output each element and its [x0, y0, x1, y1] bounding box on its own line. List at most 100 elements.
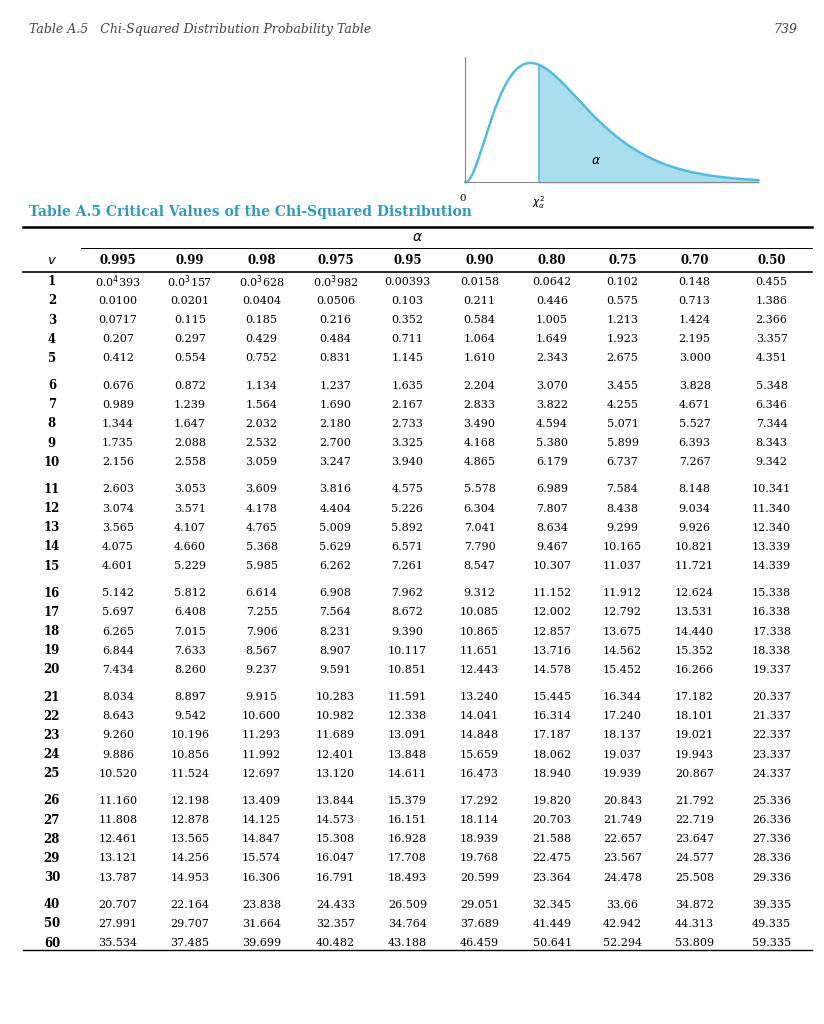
- Text: 9.299: 9.299: [606, 523, 639, 532]
- Text: 12: 12: [44, 502, 60, 515]
- Text: 32.357: 32.357: [316, 919, 355, 929]
- Text: 4.168: 4.168: [464, 438, 495, 449]
- Text: 49.335: 49.335: [752, 919, 791, 929]
- Text: 2.343: 2.343: [536, 353, 568, 364]
- Text: 14.440: 14.440: [675, 627, 714, 637]
- Text: 13.409: 13.409: [242, 796, 281, 806]
- Text: 23.337: 23.337: [752, 750, 791, 760]
- Text: 11.152: 11.152: [532, 589, 572, 598]
- Text: 1.923: 1.923: [606, 334, 639, 344]
- Text: 20.703: 20.703: [532, 815, 572, 825]
- Text: 16.473: 16.473: [460, 769, 499, 779]
- Text: 27.336: 27.336: [752, 835, 791, 844]
- Text: 2.195: 2.195: [679, 334, 710, 344]
- Text: 18.493: 18.493: [388, 872, 427, 883]
- Text: 9.915: 9.915: [246, 692, 278, 702]
- Text: 10.856: 10.856: [171, 750, 209, 760]
- Text: 12.338: 12.338: [388, 712, 427, 721]
- Text: 19: 19: [44, 644, 60, 657]
- Text: 7.255: 7.255: [246, 607, 278, 617]
- Text: 22: 22: [44, 710, 60, 723]
- Text: 9.260: 9.260: [102, 730, 133, 740]
- Text: 23: 23: [44, 729, 60, 742]
- Text: 2.167: 2.167: [391, 399, 424, 410]
- Text: 35.534: 35.534: [98, 938, 138, 948]
- Text: 50: 50: [44, 918, 60, 931]
- Text: 9.237: 9.237: [246, 665, 278, 675]
- Text: 8.634: 8.634: [536, 523, 568, 532]
- Text: 10.165: 10.165: [603, 542, 642, 552]
- Text: 13.716: 13.716: [532, 646, 572, 655]
- Text: 7.962: 7.962: [391, 589, 424, 598]
- Text: 19.037: 19.037: [603, 750, 642, 760]
- Text: 32.345: 32.345: [532, 900, 572, 909]
- Text: 17.187: 17.187: [532, 730, 572, 740]
- Text: 2.088: 2.088: [174, 438, 206, 449]
- Text: 6.262: 6.262: [320, 561, 351, 571]
- Text: 9.591: 9.591: [320, 665, 351, 675]
- Text: 0.207: 0.207: [102, 334, 133, 344]
- Text: 10.196: 10.196: [171, 730, 209, 740]
- Text: 0.711: 0.711: [391, 334, 424, 344]
- Text: 7.807: 7.807: [536, 504, 568, 514]
- Text: 3.074: 3.074: [102, 504, 133, 514]
- Text: $\chi^2_\alpha$: $\chi^2_\alpha$: [532, 195, 545, 211]
- Text: 14.847: 14.847: [242, 835, 281, 844]
- Text: 6.989: 6.989: [536, 484, 568, 495]
- Text: 13.240: 13.240: [460, 692, 499, 702]
- Text: 0.98: 0.98: [247, 254, 276, 266]
- Text: 8.260: 8.260: [174, 665, 206, 675]
- Text: 0.352: 0.352: [391, 315, 424, 326]
- Text: 7.015: 7.015: [174, 627, 206, 637]
- Text: 1.735: 1.735: [102, 438, 133, 449]
- Text: 4.404: 4.404: [320, 504, 351, 514]
- Text: 14.611: 14.611: [388, 769, 427, 779]
- Text: 22.337: 22.337: [752, 730, 791, 740]
- Text: 4.075: 4.075: [102, 542, 133, 552]
- Text: 15.445: 15.445: [532, 692, 572, 702]
- Text: 16.151: 16.151: [388, 815, 427, 825]
- Text: 13.844: 13.844: [316, 796, 355, 806]
- Text: 16.338: 16.338: [752, 607, 791, 617]
- Text: 13.787: 13.787: [98, 872, 138, 883]
- Text: 0.75: 0.75: [608, 254, 637, 266]
- Text: 23.364: 23.364: [532, 872, 572, 883]
- Text: 16.306: 16.306: [242, 872, 281, 883]
- Text: 4.594: 4.594: [536, 419, 568, 429]
- Text: 23.567: 23.567: [603, 853, 642, 863]
- Text: 3.000: 3.000: [679, 353, 710, 364]
- Text: 2.700: 2.700: [320, 438, 351, 449]
- Text: 0.211: 0.211: [464, 296, 495, 306]
- Text: $\alpha$: $\alpha$: [591, 155, 601, 167]
- Text: 9.390: 9.390: [391, 627, 424, 637]
- Text: 1.134: 1.134: [246, 381, 278, 391]
- Text: 11.037: 11.037: [603, 561, 642, 571]
- Text: 0.115: 0.115: [174, 315, 206, 326]
- Text: 5.812: 5.812: [174, 589, 206, 598]
- Text: Table A.5   Chi-Squared Distribution Probability Table: Table A.5 Chi-Squared Distribution Proba…: [29, 23, 371, 36]
- Text: 17.240: 17.240: [603, 712, 642, 721]
- Text: 10: 10: [44, 456, 60, 469]
- Text: 0.975: 0.975: [317, 254, 353, 266]
- Text: 37.485: 37.485: [171, 938, 209, 948]
- Text: 26: 26: [44, 795, 60, 808]
- Text: 7.633: 7.633: [174, 646, 206, 655]
- Text: 13.531: 13.531: [675, 607, 714, 617]
- Text: 15.659: 15.659: [460, 750, 499, 760]
- Text: 21.792: 21.792: [675, 796, 714, 806]
- Text: 9.312: 9.312: [464, 589, 495, 598]
- Text: 7.564: 7.564: [320, 607, 351, 617]
- Text: 22.164: 22.164: [171, 900, 209, 909]
- Text: 14.953: 14.953: [171, 872, 209, 883]
- Text: 15.352: 15.352: [675, 646, 714, 655]
- Text: 13: 13: [44, 521, 60, 535]
- Text: 15.338: 15.338: [752, 589, 791, 598]
- Text: 19.021: 19.021: [675, 730, 714, 740]
- Text: 20.843: 20.843: [603, 796, 642, 806]
- Text: 18: 18: [44, 625, 60, 638]
- Text: 8.034: 8.034: [102, 692, 133, 702]
- Text: 12.198: 12.198: [171, 796, 209, 806]
- Text: 24.577: 24.577: [675, 853, 714, 863]
- Text: 0.0404: 0.0404: [242, 296, 281, 306]
- Text: 0.80: 0.80: [538, 254, 566, 266]
